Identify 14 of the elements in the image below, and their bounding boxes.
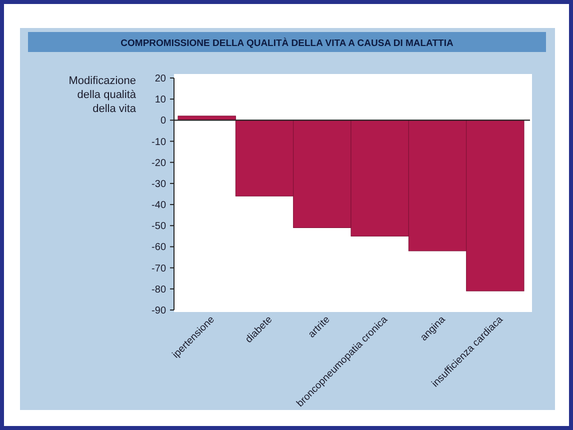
y-tick-label: -50 (152, 221, 166, 232)
y-axis-title: Modificazione della qualità della vita (68, 75, 137, 115)
y-tick-label: -20 (152, 158, 166, 169)
y-tick-label: -70 (152, 263, 166, 274)
y-tick-label: 20 (154, 74, 166, 84)
y-tick-label: -60 (152, 242, 166, 254)
y-tick-label: -80 (152, 284, 166, 296)
y-tick-label: -90 (152, 306, 166, 316)
y-tick-label: -40 (152, 200, 166, 212)
y-tick-label: 0 (160, 116, 166, 127)
y-tick-label: -30 (152, 178, 166, 190)
y-tick-label: -10 (152, 136, 166, 148)
chart-title: COMPROMISSIONE DELLA QUALITÀ DELLA VITA A CAUSA DI MALATTIA (120, 37, 454, 49)
y-tick-label: 10 (154, 94, 166, 106)
